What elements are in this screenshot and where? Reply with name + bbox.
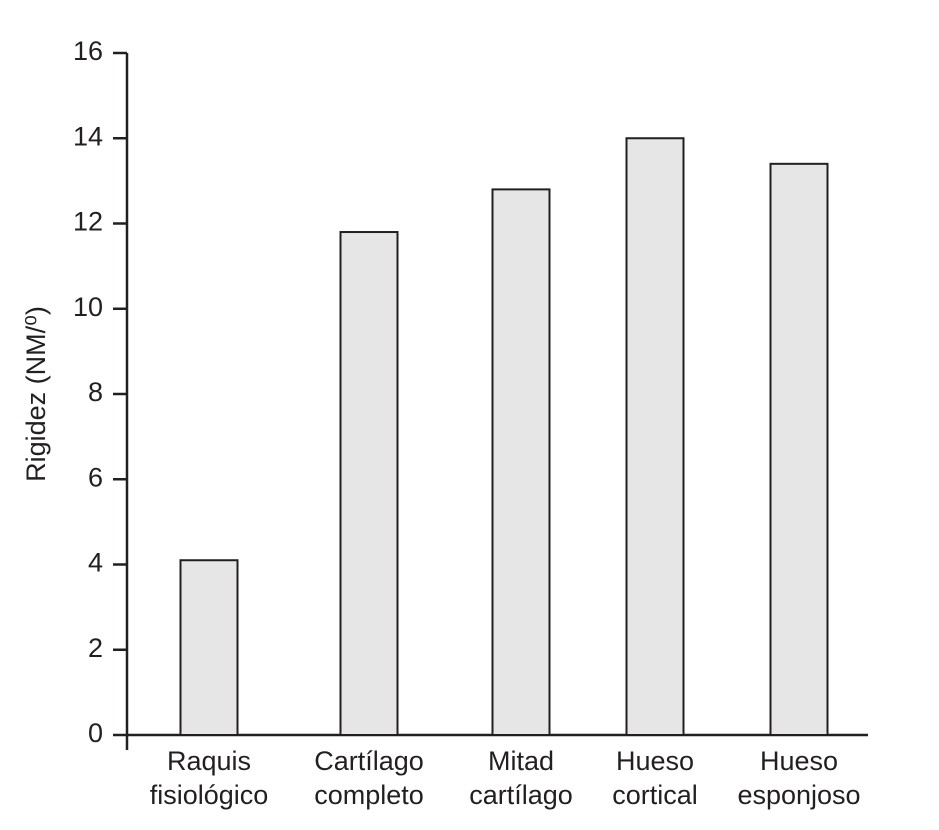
x-tick-label: Cartílago completo [314,746,424,810]
y-tick-label: 2 [88,633,103,663]
y-tick-label: 6 [88,462,103,492]
x-tick-label: Hueso esponjoso [737,746,860,810]
x-tick-label-line: Hueso [760,746,838,776]
y-tick-label: 4 [88,548,103,578]
y-tick-label: 10 [73,292,103,322]
x-tick-label-line: completo [314,780,424,810]
x-tick-label-line: Hueso [616,746,694,776]
y-tick-label: 8 [88,377,103,407]
bar [491,188,551,736]
y-tick-label: 16 [73,36,103,66]
y-tick-label: 0 [88,718,103,748]
x-tick-label-line: cartílago [469,780,573,810]
x-tick-label: Mitad cartílago [469,746,573,810]
x-tick-label: Hueso cortical [612,746,698,810]
bar [625,137,685,736]
x-tick-label-line: fisiológico [150,780,269,810]
y-tick-label: 14 [73,121,103,151]
bar [769,162,829,736]
y-tick-label: 12 [73,207,103,237]
x-tick-label-line: Raquis [167,746,251,776]
x-tick-label-line: cortical [612,780,698,810]
bar [179,559,239,736]
bar [339,231,399,736]
x-tick-label: Raquis fisiológico [150,746,269,810]
x-tick-label-line: esponjoso [737,780,860,810]
x-tick-label-line: Cartílago [314,746,424,776]
y-axis-label: Rigidez (NM/⁰) [21,306,51,482]
x-tick-label-line: Mitad [488,746,554,776]
